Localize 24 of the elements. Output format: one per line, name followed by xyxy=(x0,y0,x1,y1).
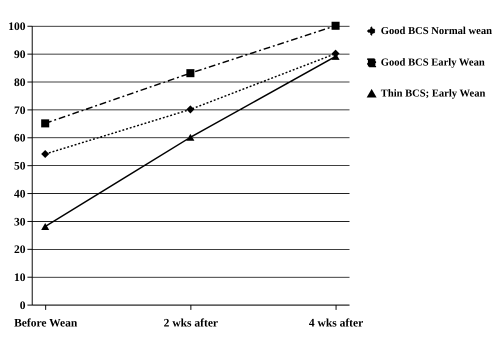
point xyxy=(332,22,340,30)
point xyxy=(41,223,50,230)
y-tick-label: 30 xyxy=(14,216,26,228)
y-tick-label: 60 xyxy=(14,132,26,145)
y-tick-label: 20 xyxy=(14,244,26,256)
legend-label: Good BCS Normal wean xyxy=(380,26,492,37)
point xyxy=(41,150,50,158)
point xyxy=(186,134,194,141)
point xyxy=(41,119,50,128)
legend-label: Thin BCS; Early Wean xyxy=(380,88,486,100)
x-tick-label: Before Wean xyxy=(14,317,78,330)
x-tick-label: 4 wks after xyxy=(308,317,364,330)
y-tick-label: 90 xyxy=(14,48,26,61)
point xyxy=(186,105,194,114)
y-tick-label: 100 xyxy=(8,21,26,34)
y-tick-label: 0 xyxy=(20,300,26,312)
legend-label: Good BCS Early Wean xyxy=(380,58,485,69)
y-tick-label: 40 xyxy=(14,188,26,200)
x-tick-label: 2 wks after xyxy=(164,317,218,330)
y-tick-label: 80 xyxy=(14,76,26,89)
y-tick-label: 50 xyxy=(14,160,26,173)
y-tick-label: 70 xyxy=(14,104,26,117)
point xyxy=(186,69,194,78)
y-tick-label: 10 xyxy=(14,272,26,284)
